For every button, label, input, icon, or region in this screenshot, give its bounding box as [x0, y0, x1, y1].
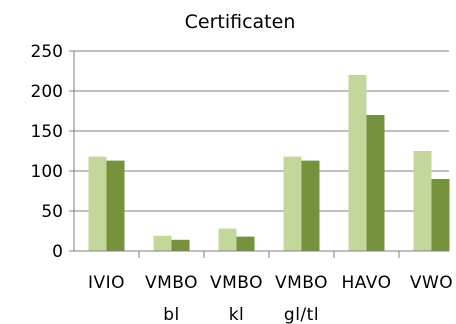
bar-ivio-series-2 [106, 160, 125, 251]
axes [69, 51, 449, 258]
gridlines [69, 50, 449, 212]
bar-vmbo-gltl-series-1 [283, 156, 302, 251]
x-category-label: IVIO [88, 273, 125, 293]
bar-vwo-series-2 [431, 179, 450, 251]
x-category-label: VMBO kl [210, 273, 263, 324]
bar-vmbo-bl-series-2 [171, 239, 190, 251]
x-category-label: VMBO gl/tl [275, 273, 328, 324]
x-category-label: HAVO [341, 273, 391, 293]
y-tick-label: 250 [31, 42, 63, 62]
bar-ivio-series-1 [88, 156, 107, 251]
y-tick-label: 100 [31, 162, 63, 182]
x-category-label: VMBO bl [145, 273, 198, 324]
x-category-label: VWO [410, 273, 453, 293]
chart-title: Certificaten [185, 11, 296, 33]
bar-havo-series-1 [348, 75, 367, 251]
y-tick-label: 0 [52, 242, 63, 262]
y-tick-label: 150 [31, 122, 63, 142]
bars [88, 75, 450, 251]
bar-vmbo-gltl-series-2 [301, 160, 320, 251]
bar-vwo-series-1 [413, 151, 432, 251]
bar-vmbo-kl-series-1 [218, 228, 237, 251]
bar-vmbo-kl-series-2 [236, 236, 255, 251]
y-tick-labels: 0 50 100 150 200 250 [31, 42, 63, 262]
bar-vmbo-bl-series-1 [153, 235, 172, 251]
bar-havo-series-2 [366, 115, 385, 251]
y-tick-label: 200 [31, 82, 63, 102]
y-tick-label: 50 [41, 202, 63, 222]
